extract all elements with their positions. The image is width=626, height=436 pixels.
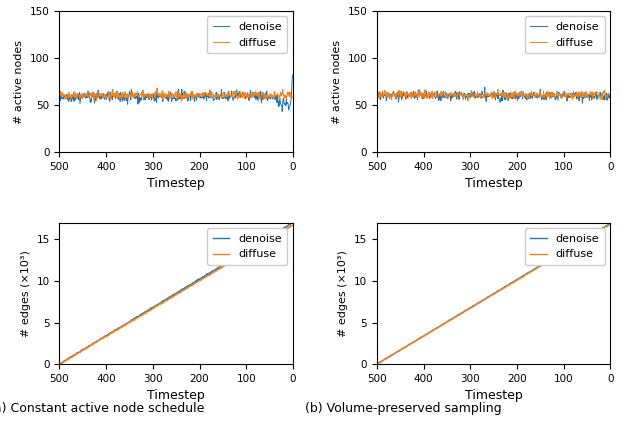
denoise: [485, 294, 493, 299]
denoise: [168, 99, 175, 104]
X-axis label: Timestep: Timestep: [147, 389, 205, 402]
denoise: [284, 223, 291, 228]
diffuse: [247, 247, 255, 252]
Legend: denoise, diffuse: denoise, diffuse: [525, 17, 605, 53]
denoise: [373, 361, 381, 367]
denoise: [247, 245, 255, 250]
denoise: [486, 93, 493, 99]
denoise: [289, 220, 296, 225]
diffuse: [167, 295, 174, 300]
diffuse: [600, 225, 608, 231]
Line: diffuse: diffuse: [59, 88, 292, 101]
denoise: [606, 221, 613, 226]
denoise: [484, 295, 491, 300]
diffuse: [289, 95, 296, 100]
diffuse: [153, 85, 161, 91]
denoise: [564, 246, 572, 252]
Y-axis label: # edges (×10³): # edges (×10³): [21, 250, 31, 337]
Line: diffuse: diffuse: [59, 225, 292, 364]
denoise: [194, 92, 202, 97]
denoise: [247, 88, 254, 93]
diffuse: [373, 94, 381, 99]
denoise: [600, 225, 608, 230]
Legend: denoise, diffuse: denoise, diffuse: [525, 228, 605, 265]
Line: denoise: denoise: [377, 224, 610, 364]
denoise: [289, 72, 296, 78]
diffuse: [606, 222, 613, 227]
denoise: [481, 85, 488, 90]
diffuse: [183, 90, 190, 95]
denoise: [565, 93, 572, 98]
X-axis label: Timestep: Timestep: [464, 389, 523, 402]
diffuse: [606, 92, 613, 98]
diffuse: [602, 93, 609, 99]
diffuse: [284, 225, 291, 231]
denoise: [167, 294, 174, 300]
diffuse: [485, 294, 493, 300]
diffuse: [56, 92, 63, 97]
X-axis label: Timestep: Timestep: [147, 177, 205, 191]
diffuse: [494, 86, 501, 92]
Line: diffuse: diffuse: [377, 225, 610, 364]
denoise: [56, 361, 64, 367]
denoise: [182, 284, 190, 290]
denoise: [284, 100, 291, 106]
diffuse: [513, 91, 520, 96]
Line: denoise: denoise: [377, 87, 610, 103]
diffuse: [464, 98, 472, 103]
diffuse: [289, 223, 296, 228]
diffuse: [564, 247, 572, 252]
Line: denoise: denoise: [59, 223, 292, 364]
Legend: denoise, diffuse: denoise, diffuse: [207, 17, 287, 53]
denoise: [500, 92, 507, 98]
denoise: [373, 91, 381, 96]
denoise: [168, 294, 176, 299]
diffuse: [182, 286, 190, 291]
diffuse: [484, 295, 491, 300]
diffuse: [499, 286, 506, 291]
diffuse: [168, 93, 176, 98]
diffuse: [56, 361, 64, 367]
diffuse: [178, 99, 185, 104]
denoise: [499, 285, 506, 290]
diffuse: [195, 279, 202, 284]
diffuse: [485, 91, 492, 96]
Line: denoise: denoise: [59, 75, 292, 112]
diffuse: [565, 92, 573, 97]
diffuse: [500, 89, 508, 95]
Y-axis label: # edges (×10³): # edges (×10³): [339, 250, 349, 337]
denoise: [606, 95, 613, 101]
diffuse: [168, 295, 176, 300]
denoise: [512, 278, 520, 283]
Legend: denoise, diffuse: denoise, diffuse: [207, 228, 287, 265]
diffuse: [284, 91, 292, 96]
diffuse: [486, 92, 493, 97]
denoise: [602, 93, 609, 99]
Y-axis label: # active nodes: # active nodes: [14, 40, 24, 123]
denoise: [279, 109, 286, 114]
denoise: [485, 94, 492, 99]
Text: (b) Volume-preserved sampling: (b) Volume-preserved sampling: [305, 402, 502, 415]
denoise: [195, 276, 202, 282]
diffuse: [373, 361, 381, 367]
Line: diffuse: diffuse: [377, 89, 610, 101]
diffuse: [167, 94, 174, 99]
X-axis label: Timestep: Timestep: [464, 177, 523, 191]
denoise: [512, 94, 520, 99]
diffuse: [248, 95, 255, 100]
Y-axis label: # active nodes: # active nodes: [332, 40, 342, 123]
denoise: [182, 92, 189, 97]
diffuse: [56, 361, 63, 366]
denoise: [56, 361, 63, 366]
denoise: [578, 101, 586, 106]
denoise: [167, 91, 174, 96]
diffuse: [512, 279, 520, 284]
Text: (a) Constant active node schedule: (a) Constant active node schedule: [0, 402, 205, 415]
denoise: [56, 92, 63, 97]
diffuse: [195, 92, 203, 97]
